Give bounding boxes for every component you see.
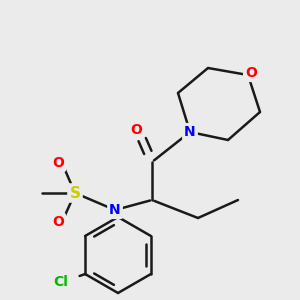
Text: O: O bbox=[245, 66, 257, 80]
Text: N: N bbox=[184, 125, 196, 139]
Text: O: O bbox=[52, 156, 64, 170]
Text: O: O bbox=[52, 215, 64, 229]
Text: S: S bbox=[70, 185, 80, 200]
Text: Cl: Cl bbox=[54, 275, 68, 289]
Text: O: O bbox=[130, 123, 142, 137]
Text: N: N bbox=[109, 203, 121, 217]
